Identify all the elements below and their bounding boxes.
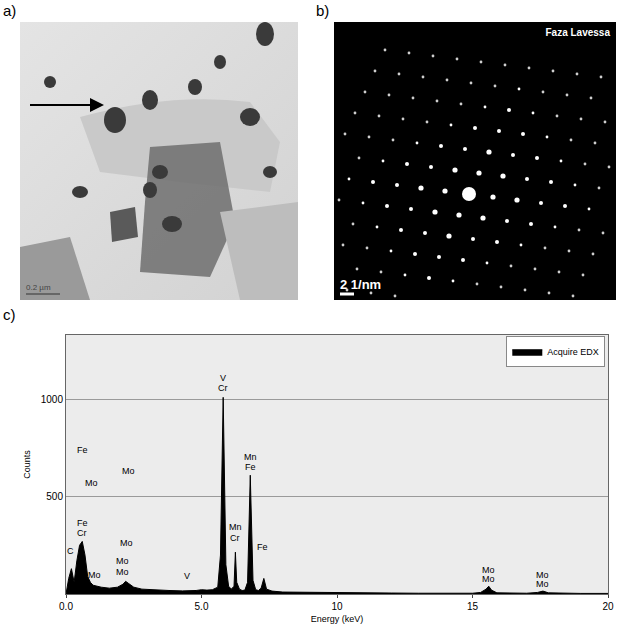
svg-text:Cr: Cr (77, 528, 87, 538)
svg-text:Mo: Mo (116, 556, 129, 566)
svg-text:Mo: Mo (536, 579, 549, 589)
svg-text:Mo: Mo (482, 574, 495, 584)
svg-text:V: V (220, 373, 226, 383)
svg-text:Mn: Mn (244, 452, 257, 462)
svg-text:Faza Lavessa: Faza Lavessa (546, 27, 611, 38)
svg-text:Fe: Fe (245, 462, 256, 472)
svg-text:0.2 µm: 0.2 µm (26, 283, 51, 292)
svg-text:C: C (67, 546, 74, 556)
svg-text:Mo: Mo (536, 570, 549, 580)
svg-text:500: 500 (46, 491, 63, 502)
svg-text:Mn: Mn (229, 522, 242, 532)
svg-text:Mo: Mo (482, 565, 495, 575)
html-text:c): c) (3, 306, 16, 323)
svg-text:2 1/nm: 2 1/nm (340, 277, 381, 292)
svg-text:10: 10 (331, 601, 343, 612)
svg-text:15: 15 (467, 601, 479, 612)
html-text:b): b) (316, 2, 330, 19)
svg-text:Fe: Fe (77, 518, 88, 528)
html-text:a): a) (3, 2, 17, 19)
svg-text:Fe: Fe (77, 445, 88, 455)
svg-text:Energy (keV): Energy (keV) (311, 614, 364, 624)
svg-text:Mo: Mo (116, 567, 129, 577)
svg-text:20: 20 (602, 601, 614, 612)
svg-text:Cr: Cr (230, 533, 240, 543)
svg-text:Mo: Mo (88, 570, 101, 580)
svg-text:1000: 1000 (41, 394, 64, 405)
svg-text:Acquire EDX: Acquire EDX (547, 347, 599, 357)
svg-text:Cr: Cr (218, 383, 228, 393)
svg-text:Mo: Mo (120, 538, 133, 548)
svg-text:Fe: Fe (257, 542, 268, 552)
svg-text:0.0: 0.0 (59, 601, 73, 612)
svg-text:Counts: Counts (22, 450, 32, 479)
svg-text:Mo: Mo (122, 466, 135, 476)
svg-text:5.0: 5.0 (195, 601, 209, 612)
svg-text:Mo: Mo (85, 478, 98, 488)
svg-text:V: V (184, 571, 190, 581)
